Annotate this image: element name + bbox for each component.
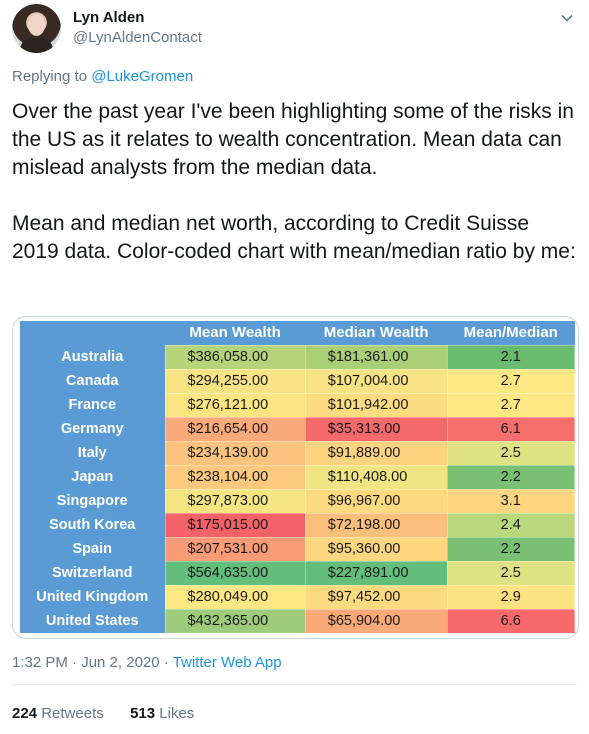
mean-wealth-cell: $238,104.00	[164, 464, 306, 490]
replying-to-link[interactable]: @LukeGromen	[91, 68, 194, 85]
median-wealth-cell: $227,891.00	[304, 560, 448, 586]
table-header-row: Mean Wealth Median Wealth Mean/Median	[20, 321, 575, 345]
table-row: Australia $386,058.00 $181,361.00 2.1	[20, 344, 575, 370]
avatar[interactable]	[12, 4, 61, 53]
table-row: Singapore $297,873.00 $96,967.00 3.1	[20, 488, 575, 514]
table-row: France $276,121.00 $101,942.00 2.7	[20, 392, 575, 418]
ratio-cell: 6.1	[446, 416, 575, 442]
table-row: Germany $216,654.00 $35,313.00 6.1	[20, 416, 575, 442]
likes-stat[interactable]: 513 Likes	[130, 705, 194, 722]
ratio-cell: 2.5	[446, 560, 575, 586]
country-cell: Singapore	[20, 489, 165, 513]
ratio-cell: 2.9	[446, 584, 575, 610]
country-cell: United Kingdom	[20, 585, 165, 609]
header-ratio: Mean/Median	[447, 321, 575, 345]
timestamp-text[interactable]: 1:32 PM · Jun 2, 2020 ·	[12, 654, 173, 671]
source-link[interactable]: Twitter Web App	[172, 654, 282, 671]
wealth-table-image: Mean Wealth Median Wealth Mean/Median Au…	[20, 321, 575, 637]
replying-to-prefix: Replying to	[12, 68, 88, 85]
table-row: Canada $294,255.00 $107,004.00 2.7	[20, 368, 575, 394]
ratio-cell: 2.5	[446, 440, 575, 466]
median-wealth-cell: $110,408.00	[304, 464, 448, 490]
ratio-cell: 2.2	[446, 536, 575, 562]
wealth-table: Mean Wealth Median Wealth Mean/Median Au…	[20, 321, 575, 634]
mean-wealth-cell: $280,049.00	[164, 584, 306, 610]
user-name[interactable]: Lyn Alden	[73, 9, 145, 26]
table-row: Italy $234,139.00 $91,889.00 2.5	[20, 440, 575, 466]
country-cell: Australia	[20, 345, 165, 369]
ratio-cell: 6.6	[446, 608, 575, 634]
mean-wealth-cell: $432,365.00	[164, 608, 306, 634]
median-wealth-cell: $96,967.00	[304, 488, 448, 514]
median-wealth-cell: $35,313.00	[304, 416, 448, 442]
table-row: Japan $238,104.00 $110,408.00 2.2	[20, 464, 575, 490]
tweet-stats: 224 Retweets 513 Likes	[12, 705, 194, 722]
chevron-down-icon[interactable]	[559, 10, 575, 26]
avatar-face	[28, 14, 45, 36]
median-wealth-cell: $72,198.00	[304, 512, 448, 538]
median-wealth-cell: $181,361.00	[304, 344, 448, 370]
mean-wealth-cell: $564,635.00	[164, 560, 306, 586]
median-wealth-cell: $101,942.00	[304, 392, 448, 418]
country-cell: Germany	[20, 417, 165, 441]
header-mean-wealth: Mean Wealth	[165, 321, 306, 345]
header-country	[20, 321, 165, 345]
ratio-cell: 3.1	[446, 488, 575, 514]
mean-wealth-cell: $276,121.00	[164, 392, 306, 418]
country-cell: Switzerland	[20, 561, 165, 585]
table-row: United States $432,365.00 $65,904.00 6.6	[20, 608, 575, 634]
user-handle[interactable]: @LynAldenContact	[73, 29, 202, 46]
retweets-label: Retweets	[41, 705, 104, 722]
tweet-header: Lyn Alden @LynAldenContact	[12, 4, 577, 56]
mean-wealth-cell: $216,654.00	[164, 416, 306, 442]
mean-wealth-cell: $294,255.00	[164, 368, 306, 394]
mean-wealth-cell: $297,873.00	[164, 488, 306, 514]
mean-wealth-cell: $234,139.00	[164, 440, 306, 466]
ratio-cell: 2.2	[446, 464, 575, 490]
table-row: Switzerland $564,635.00 $227,891.00 2.5	[20, 560, 575, 586]
table-row: South Korea $175,015.00 $72,198.00 2.4	[20, 512, 575, 538]
median-wealth-cell: $95,360.00	[304, 536, 448, 562]
likes-label: Likes	[159, 705, 195, 722]
mean-wealth-cell: $207,531.00	[164, 536, 306, 562]
mean-wealth-cell: $175,015.00	[164, 512, 306, 538]
divider	[12, 684, 577, 685]
header-median-wealth: Median Wealth	[305, 321, 447, 345]
country-cell: Japan	[20, 465, 165, 489]
ratio-cell: 2.7	[446, 392, 575, 418]
mean-wealth-cell: $386,058.00	[164, 344, 306, 370]
table-body: Australia $386,058.00 $181,361.00 2.1 Canada…	[20, 344, 575, 634]
country-cell: Italy	[20, 441, 165, 465]
ratio-cell: 2.7	[446, 368, 575, 394]
country-cell: United States	[20, 609, 165, 633]
country-cell: France	[20, 393, 165, 417]
tweet-timestamp: 1:32 PM · Jun 2, 2020 · Twitter Web App	[12, 654, 282, 671]
tweet-text: Over the past year I've been highlightin…	[12, 100, 576, 263]
median-wealth-cell: $91,889.00	[304, 440, 448, 466]
ratio-cell: 2.4	[446, 512, 575, 538]
table-row: Spain $207,531.00 $95,360.00 2.2	[20, 536, 575, 562]
country-cell: Canada	[20, 369, 165, 393]
ratio-cell: 2.1	[446, 344, 575, 370]
table-row: United Kingdom $280,049.00 $97,452.00 2.9	[20, 584, 575, 610]
retweets-count: 224	[12, 705, 38, 722]
country-cell: South Korea	[20, 513, 165, 537]
avatar-body	[20, 38, 53, 53]
replying-to: Replying to @LukeGromen	[12, 68, 193, 85]
median-wealth-cell: $65,904.00	[304, 608, 448, 634]
retweets-stat[interactable]: 224 Retweets	[12, 705, 104, 722]
country-cell: Spain	[20, 537, 165, 561]
tweet-image[interactable]: Mean Wealth Median Wealth Mean/Median Au…	[12, 316, 579, 639]
likes-count: 513	[130, 705, 156, 722]
median-wealth-cell: $107,004.00	[304, 368, 448, 394]
median-wealth-cell: $97,452.00	[304, 584, 448, 610]
